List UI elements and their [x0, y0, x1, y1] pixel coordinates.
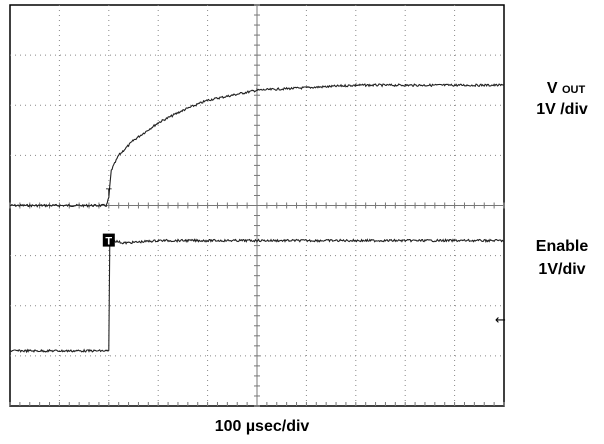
traces [9, 82, 505, 354]
reference-arrow-icon: ← [495, 313, 506, 328]
trace-enable [9, 238, 505, 354]
trigger-marker: T [106, 188, 112, 199]
channel2-marker-label: T [105, 236, 112, 248]
timebase-label: 100 µsec/div [214, 418, 310, 435]
vout-channel-label: V OUT [528, 80, 604, 99]
vout-subscript: OUT [561, 84, 586, 96]
trace-v-out [9, 82, 505, 208]
markers: T T ← [102, 188, 506, 328]
vout-scale-label: 1V /div [536, 101, 588, 118]
channel2-marker-box [102, 233, 115, 247]
enable-scale-label: 1V/div [538, 261, 586, 278]
enable-channel-label: Enable [535, 238, 589, 255]
vout-name: V [546, 80, 558, 97]
